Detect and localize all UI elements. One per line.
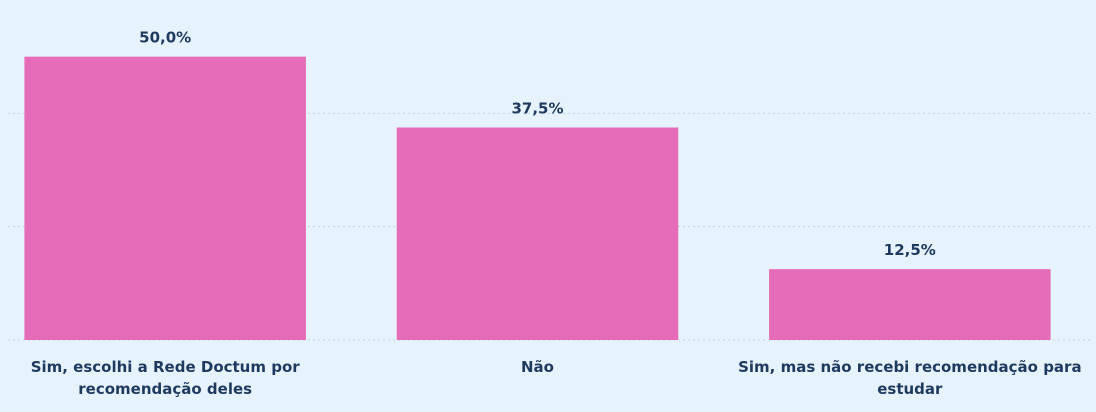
x-tick-label: Sim, escolhi a Rede Doctum por recomenda… bbox=[30, 358, 300, 398]
bar bbox=[769, 269, 1051, 340]
value-label: 37,5% bbox=[511, 100, 563, 118]
value-label: 50,0% bbox=[139, 29, 191, 47]
x-tick-label: Não bbox=[521, 358, 554, 376]
x-tick-label: Sim, mas não recebi recomendação para es… bbox=[738, 358, 1082, 398]
bar bbox=[396, 127, 679, 340]
value-label: 12,5% bbox=[884, 241, 936, 259]
bar bbox=[24, 56, 306, 341]
